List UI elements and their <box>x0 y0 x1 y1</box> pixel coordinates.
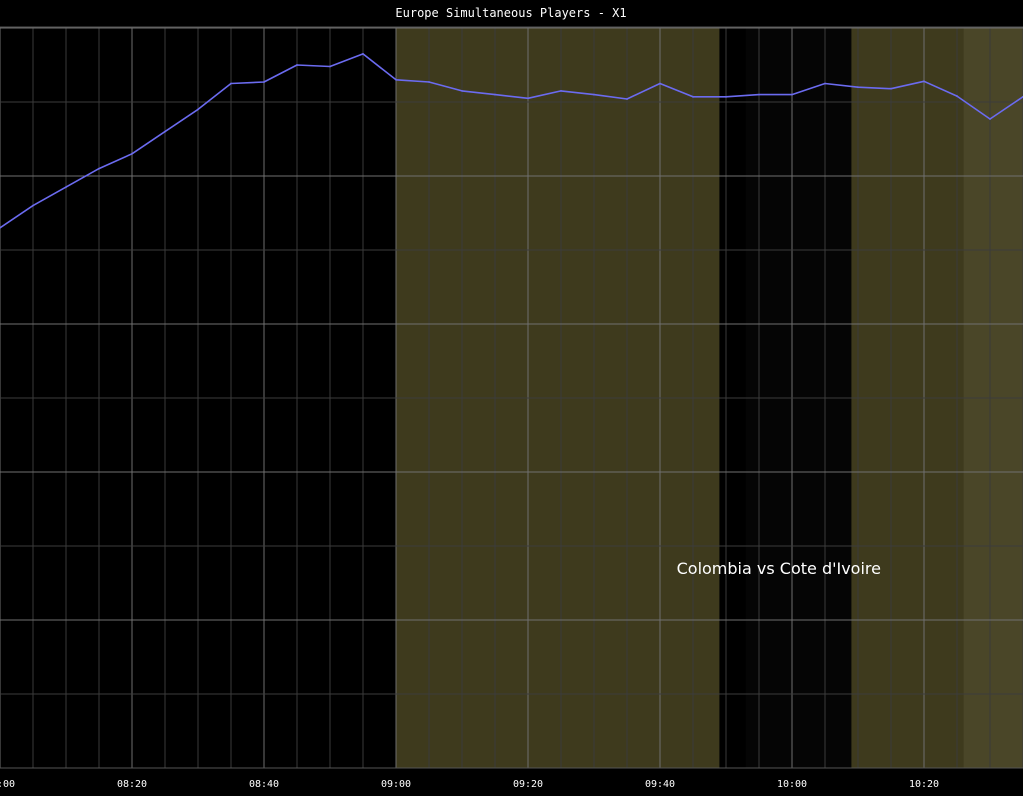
data-point <box>296 64 298 66</box>
data-point <box>164 130 166 133</box>
data-point <box>197 108 199 111</box>
data-point <box>131 152 133 155</box>
x-axis-ticks: 08:00 08:20 08:40 09:00 09:20 09:40 10:00 10:20… <box>0 779 939 790</box>
annotations: 3 goalsscoredColombia vs Cote d'IvoireUr… <box>677 559 881 578</box>
data-point <box>923 80 925 83</box>
data-point <box>230 82 232 85</box>
data-point <box>65 186 67 189</box>
data-point <box>989 118 991 120</box>
data-point <box>428 81 430 83</box>
data-point <box>0 226 1 229</box>
x-tick-label: 08:00 <box>0 779 15 790</box>
data-point <box>32 204 34 207</box>
data-point <box>98 167 100 170</box>
series-line-layer <box>0 53 1023 229</box>
x-tick-label: 10:00 <box>777 779 807 790</box>
data-point <box>890 87 892 90</box>
data-point <box>461 90 463 92</box>
data-point <box>857 86 859 89</box>
x-tick-label: 09:20 <box>513 779 543 790</box>
data-point <box>263 81 265 83</box>
annotation-label: Colombia vs Cote d'Ivoire <box>677 559 881 578</box>
data-point <box>329 65 331 68</box>
chart-title: Europe Simultaneous Players - X1 <box>395 6 626 20</box>
data-point <box>494 93 496 96</box>
data-point <box>725 95 727 98</box>
data-point <box>824 82 826 85</box>
data-point <box>791 93 793 96</box>
x-tick-label: 08:40 <box>249 779 279 790</box>
data-point <box>593 93 595 96</box>
data-point <box>362 53 364 55</box>
data-point <box>758 93 760 96</box>
data-point <box>956 95 958 97</box>
series-line-0 <box>0 53 1023 229</box>
data-point <box>692 95 694 98</box>
grid-lines <box>0 26 1023 769</box>
data-point <box>395 78 397 81</box>
data-point <box>527 97 529 100</box>
x-tick-label: 08:20 <box>117 779 147 790</box>
data-point <box>626 98 628 100</box>
x-tick-label: 09:00 <box>381 779 411 790</box>
x-tick-label: 09:40 <box>645 779 675 790</box>
data-point <box>560 90 562 92</box>
data-point <box>659 82 661 85</box>
x-tick-label: 10:20 <box>909 779 939 790</box>
